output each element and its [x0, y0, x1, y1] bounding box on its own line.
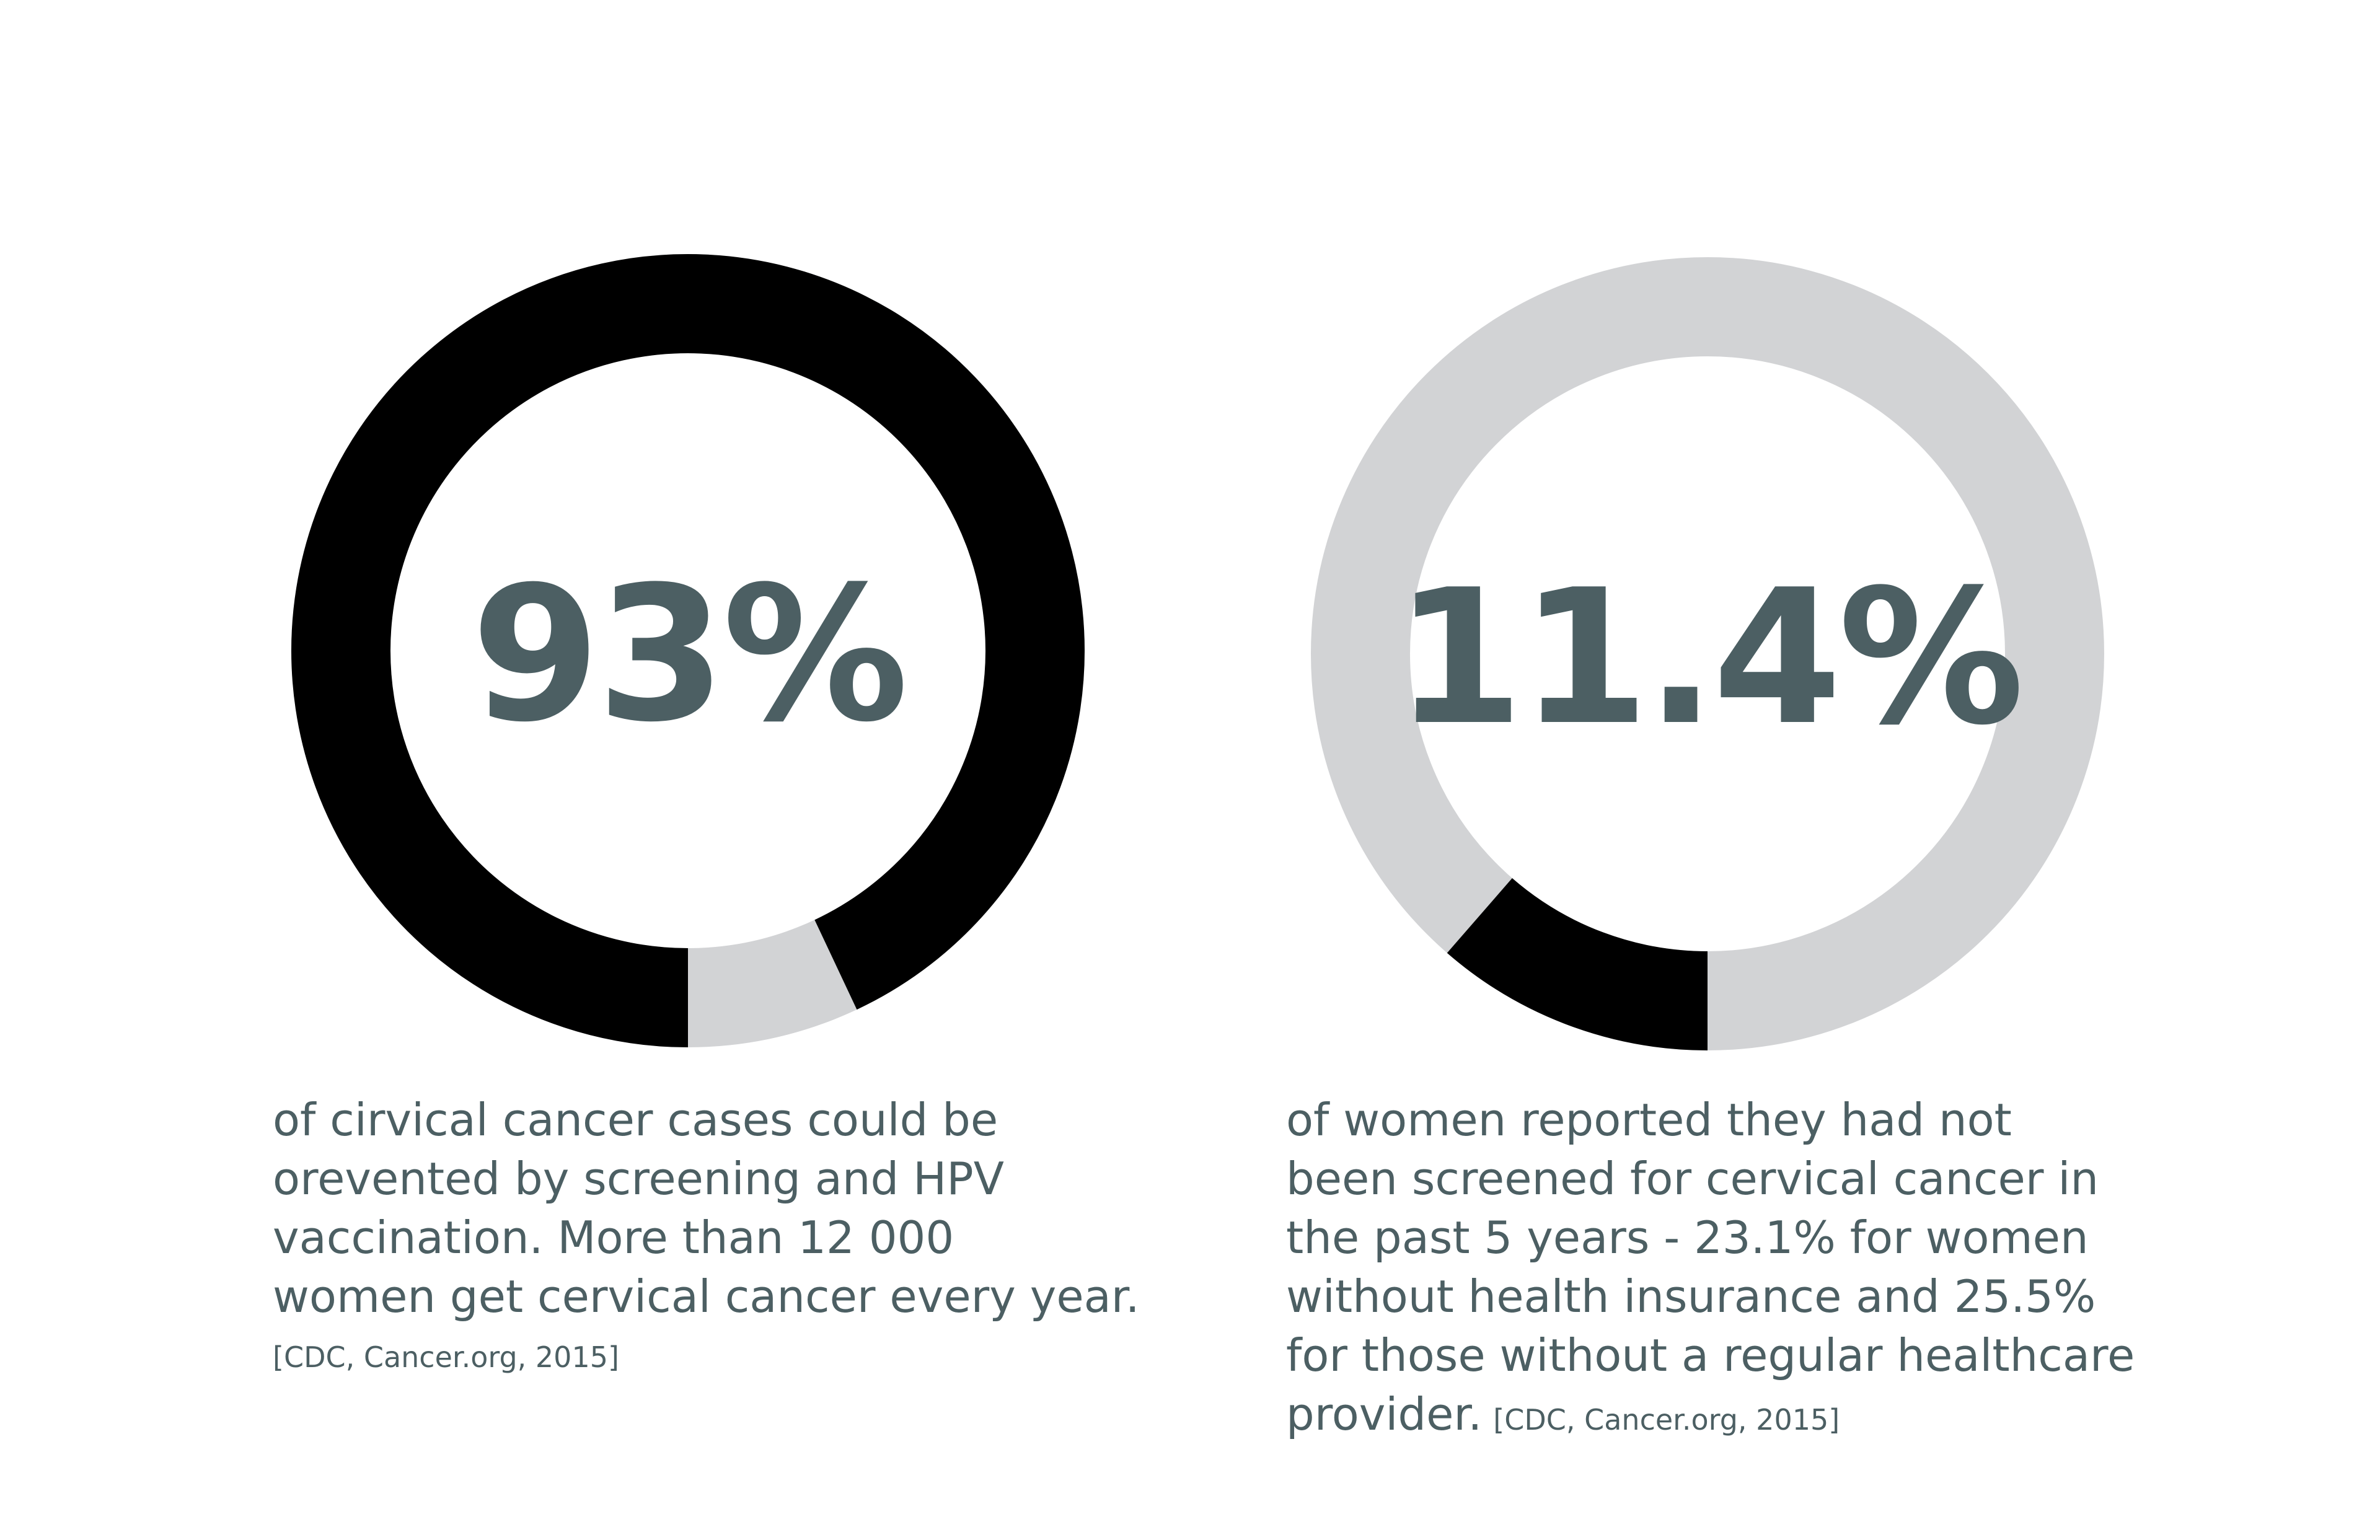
caption-line: women get cervical cancer every year.: [273, 1270, 1140, 1322]
donut-filled-arc-left: [291, 254, 1085, 1047]
big-percent-value: 11.4%: [1395, 550, 2021, 766]
donut-filled-arc-right: [1447, 878, 1708, 1050]
caption-prevention: of cirvical cancer cases could be oreven…: [273, 1091, 1202, 1326]
caption-line: orevented by screening and HPV: [273, 1153, 1004, 1205]
caption-line: without health insurance and 25.5%: [1286, 1270, 2096, 1322]
donut-chart-prevention: 93%: [291, 254, 1085, 1047]
caption-line: provider. [CDC, Cancer.org, 2015]: [1286, 1385, 2253, 1444]
big-percent-value: 93%: [471, 547, 906, 763]
caption-unscreened: of women reported they had not been scre…: [1286, 1091, 2253, 1444]
caption-line: for those without a regular healthcare: [1286, 1329, 2135, 1381]
source-citation: [CDC, Cancer.org, 2015]: [273, 1340, 619, 1374]
caption-line: vaccination. More than 12 000: [273, 1212, 954, 1264]
caption-last-words: provider.: [1286, 1388, 1483, 1440]
donut-chart-unscreened: 11.4%: [1311, 257, 2104, 1050]
caption-line: of women reported they had not: [1286, 1094, 2012, 1146]
caption-line: been screened for cervical cancer in: [1286, 1153, 2099, 1205]
source-citation: [CDC, Cancer.org, 2015]: [1493, 1403, 1840, 1437]
caption-line: of cirvical cancer cases could be: [273, 1094, 998, 1146]
caption-line: the past 5 years - 23.1% for women: [1286, 1212, 2089, 1264]
